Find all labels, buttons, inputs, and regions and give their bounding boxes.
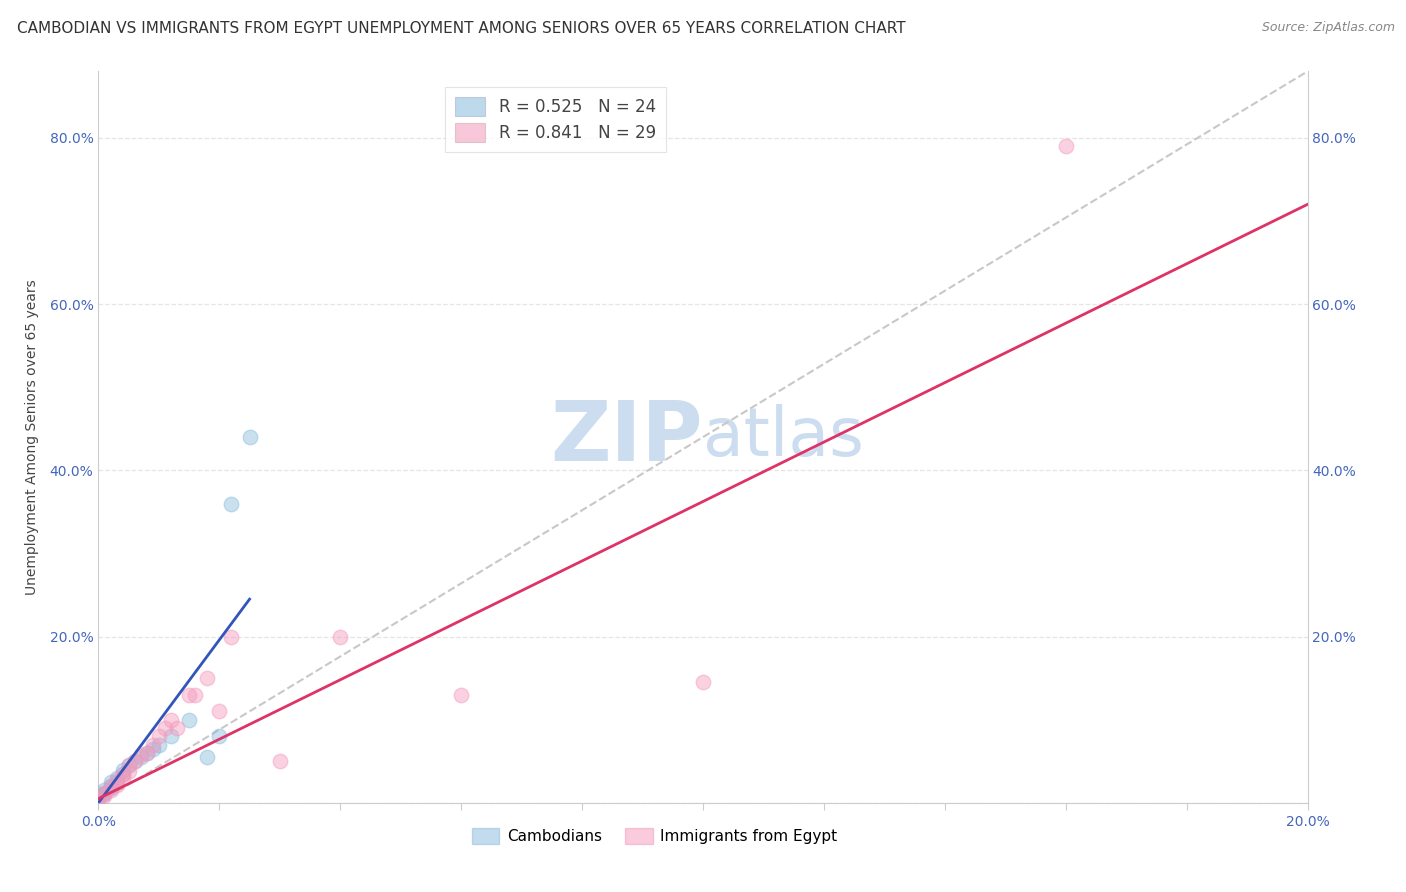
Point: [221, 630, 243, 644]
Point: [208, 729, 231, 743]
Point: [135, 746, 157, 760]
Point: [148, 729, 170, 743]
Text: CAMBODIAN VS IMMIGRANTS FROM EGYPT UNEMPLOYMENT AMONG SENIORS OVER 65 YEARS CORR: CAMBODIAN VS IMMIGRANTS FROM EGYPT UNEMP…: [17, 21, 905, 36]
Point: [111, 766, 134, 780]
Point: [100, 775, 122, 789]
Point: [105, 775, 128, 789]
Text: Source: ZipAtlas.com: Source: ZipAtlas.com: [1261, 21, 1395, 34]
Y-axis label: Unemployment Among Seniors over 65 years: Unemployment Among Seniors over 65 years: [24, 279, 38, 595]
Point: [195, 750, 218, 764]
Point: [329, 630, 352, 644]
Point: [160, 729, 183, 743]
Point: [111, 763, 134, 777]
Point: [100, 779, 122, 793]
Point: [100, 783, 122, 797]
Point: [129, 747, 152, 762]
Point: [124, 754, 146, 768]
Point: [118, 764, 141, 779]
Point: [269, 754, 291, 768]
Point: [208, 705, 231, 719]
Point: [93, 788, 115, 802]
Point: [179, 688, 201, 702]
Point: [160, 713, 183, 727]
Point: [100, 779, 122, 793]
Point: [148, 738, 170, 752]
Point: [135, 746, 157, 760]
Point: [87, 791, 110, 805]
Legend: Cambodians, Immigrants from Egypt: Cambodians, Immigrants from Egypt: [465, 822, 844, 850]
Point: [142, 738, 165, 752]
Point: [195, 671, 218, 685]
Point: [111, 771, 134, 785]
Point: [87, 791, 110, 805]
Text: atlas: atlas: [703, 404, 863, 470]
Point: [93, 783, 115, 797]
Point: [221, 497, 243, 511]
Point: [93, 789, 115, 804]
Point: [129, 750, 152, 764]
Point: [105, 778, 128, 792]
Point: [105, 771, 128, 785]
Point: [166, 721, 188, 735]
Point: [118, 758, 141, 772]
Point: [93, 786, 115, 800]
Point: [124, 754, 146, 768]
Text: ZIP: ZIP: [551, 397, 703, 477]
Point: [179, 713, 201, 727]
Point: [118, 758, 141, 772]
Point: [111, 766, 134, 780]
Point: [184, 688, 207, 702]
Point: [239, 430, 262, 444]
Point: [450, 688, 472, 702]
Point: [153, 721, 176, 735]
Point: [105, 772, 128, 787]
Point: [93, 786, 115, 800]
Point: [692, 675, 714, 690]
Point: [87, 789, 110, 804]
Point: [142, 741, 165, 756]
Point: [1054, 139, 1077, 153]
Point: [100, 780, 122, 795]
